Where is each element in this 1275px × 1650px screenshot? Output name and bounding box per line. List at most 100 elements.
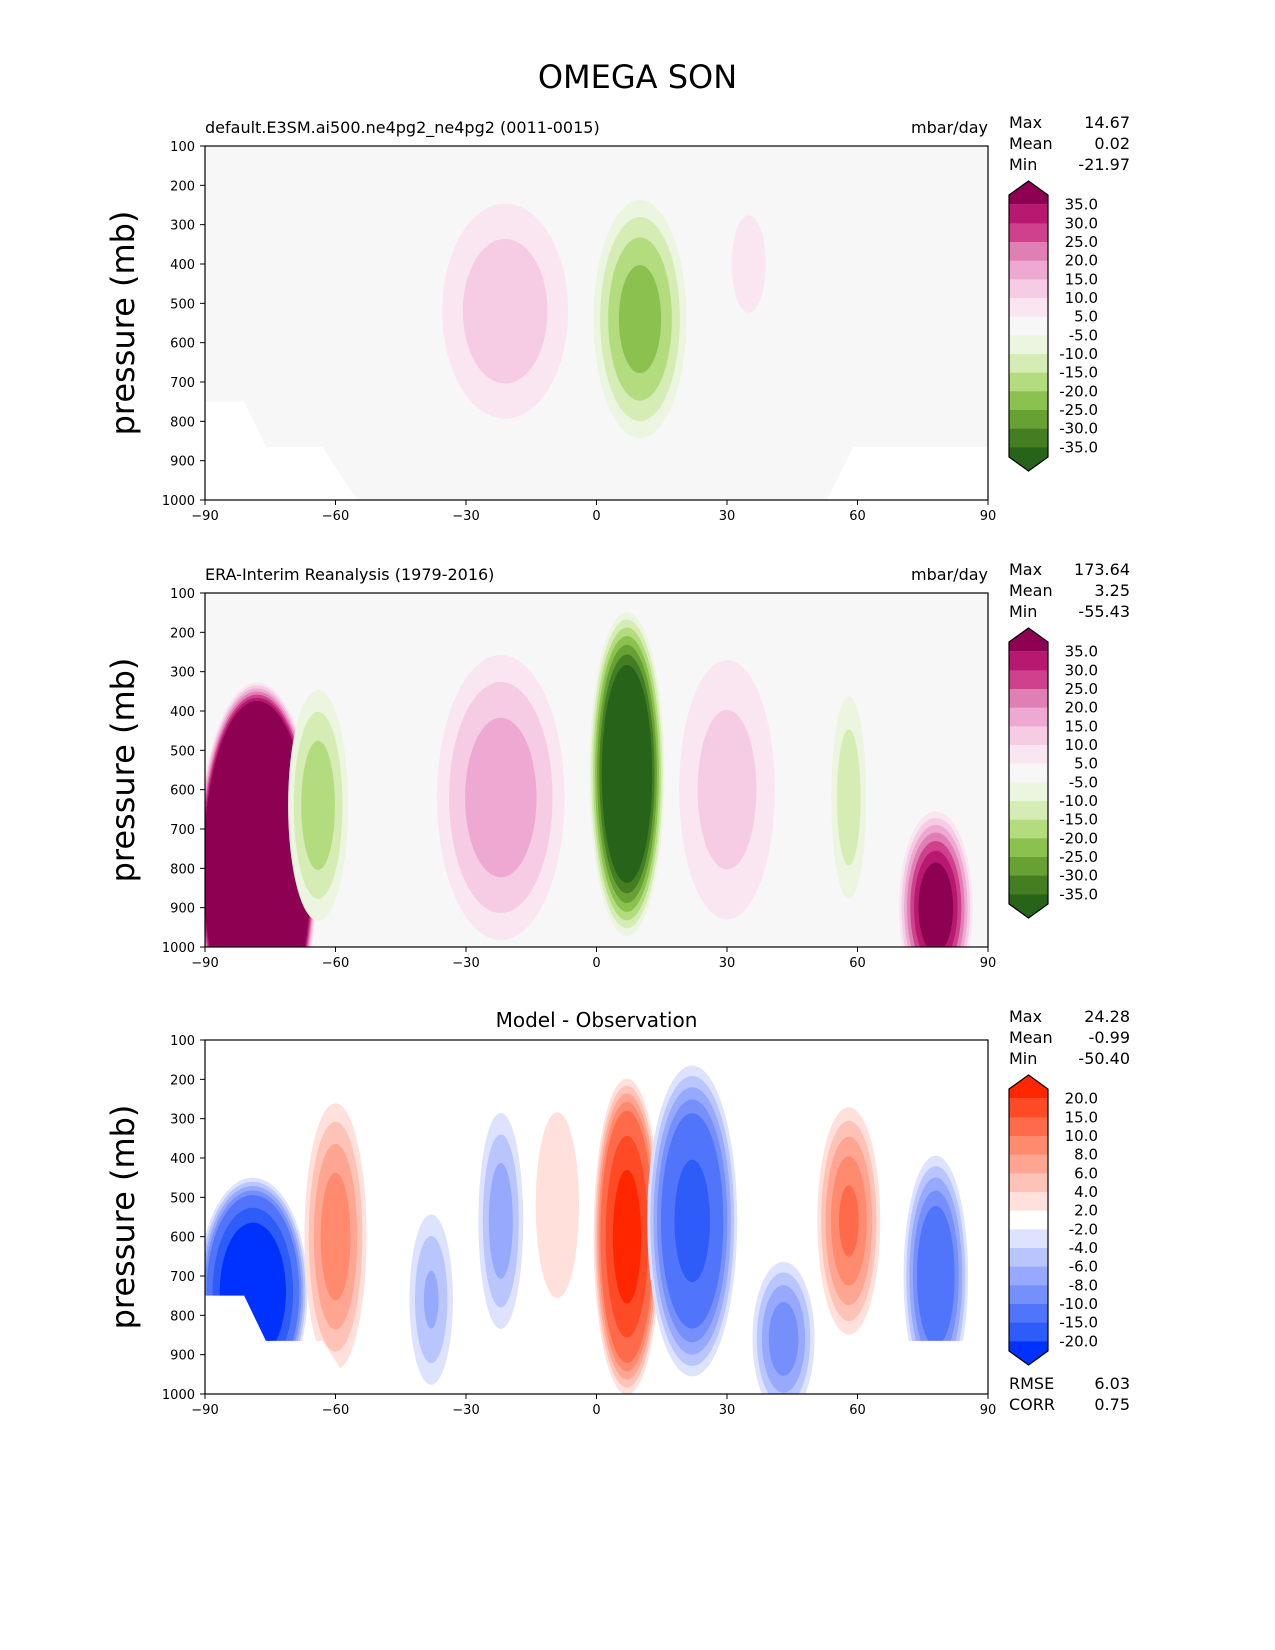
colorbar-bin	[1009, 1173, 1048, 1193]
contour-level	[697, 709, 757, 870]
contour-feature	[478, 1112, 524, 1329]
metric-value: 6.03	[1094, 1374, 1130, 1393]
colorbar-tick-label: 20.0	[1065, 1090, 1098, 1108]
colorbar-tick-label: 15.0	[1065, 717, 1098, 735]
contour-level	[423, 1270, 439, 1329]
stat-label: Mean	[1009, 134, 1053, 153]
colorbar-bin	[1009, 1304, 1048, 1324]
stat-value: -50.40	[1078, 1049, 1130, 1068]
y-tick-label: 200	[170, 179, 195, 194]
colorbar-tick-label: -6.0	[1069, 1258, 1098, 1276]
contour-feature	[731, 215, 766, 313]
colorbar-tick-label: -2.0	[1069, 1220, 1098, 1238]
colorbar-bin	[1009, 1098, 1048, 1118]
stat-value: 14.67	[1084, 113, 1130, 132]
y-tick-label: 300	[170, 219, 195, 234]
colorbar-tick-label: 15.0	[1065, 1108, 1098, 1126]
x-tick-label: 90	[980, 509, 997, 524]
x-tick-label: −30	[452, 956, 479, 971]
colorbar-bin	[1009, 763, 1048, 783]
contour-level	[462, 238, 548, 384]
y-tick-label: 100	[170, 587, 195, 602]
colorbar-bin	[1009, 1248, 1048, 1268]
y-tick-label: 1000	[162, 941, 195, 956]
colorbar-tick-label: -15.0	[1059, 811, 1098, 829]
colorbar-bin	[1009, 838, 1048, 858]
colorbar-tick-label: -30.0	[1059, 420, 1098, 438]
colorbar-tick-label: 25.0	[1065, 680, 1098, 698]
y-tick-label: 400	[170, 258, 195, 273]
x-tick-label: 30	[719, 509, 736, 524]
contour-feature	[831, 696, 867, 899]
colorbar-bin	[1009, 651, 1048, 671]
x-tick-label: 0	[592, 1403, 600, 1418]
contour-feature	[589, 612, 665, 936]
y-tick-label: 700	[170, 376, 195, 391]
colorbar-bin	[1009, 857, 1048, 877]
colorbar-tick-label: 10.0	[1065, 1127, 1098, 1145]
y-tick-label: 600	[170, 337, 195, 352]
contour-feature	[679, 659, 775, 920]
colorbar-tick-label: -35.0	[1059, 885, 1098, 903]
contour-feature	[898, 811, 973, 947]
stat-value: 173.64	[1074, 560, 1130, 579]
x-tick-label: −60	[322, 1403, 349, 1418]
x-tick-label: 0	[592, 509, 600, 524]
stat-value: 24.28	[1084, 1007, 1130, 1026]
contour-feature	[442, 203, 569, 419]
colorbar-bin	[1009, 670, 1048, 690]
colorbar-extend-max	[1009, 1075, 1048, 1099]
colorbar-bin	[1009, 707, 1048, 727]
stat-value: 0.02	[1094, 134, 1130, 153]
colorbar-bin	[1009, 819, 1048, 839]
colorbar-bin	[1009, 372, 1048, 392]
metric-label: RMSE	[1009, 1374, 1054, 1393]
y-tick-label: 1000	[162, 494, 195, 509]
stat-label: Mean	[1009, 581, 1053, 600]
stat-value: -21.97	[1078, 155, 1130, 174]
colorbar-tick-label: 10.0	[1065, 289, 1098, 307]
y-tick-label: 600	[170, 1231, 195, 1246]
colorbar-outline	[1008, 1074, 1049, 1366]
contour-feature	[535, 1112, 579, 1299]
y-tick-label: 700	[170, 823, 195, 838]
colorbar-tick-label: -20.0	[1059, 829, 1098, 847]
stat-label: Min	[1009, 1049, 1037, 1068]
colorbar-tick-label: -8.0	[1069, 1276, 1098, 1294]
colorbar-bin	[1009, 354, 1048, 374]
contour-feature	[593, 200, 687, 438]
x-tick-label: 30	[719, 1403, 736, 1418]
panel-3: −90 −60 −30 0 30 60 90 100 200 300 400 500 600 700 800…	[104, 1007, 1130, 1418]
metric-label: CORR	[1009, 1395, 1055, 1414]
colorbar-bin	[1009, 204, 1048, 224]
contour-feature	[205, 682, 318, 947]
missing-data-mask	[205, 1295, 358, 1394]
contour-level	[918, 862, 954, 947]
colorbar-bin	[1009, 801, 1048, 821]
stat-label: Max	[1009, 113, 1042, 132]
colorbar-tick-label: 30.0	[1065, 661, 1098, 679]
contour-feature	[817, 1107, 881, 1335]
plot-area	[205, 593, 988, 947]
y-axis-label: pressure (mb)	[104, 1105, 142, 1330]
contour-feature	[409, 1214, 453, 1385]
x-tick-label: −90	[191, 509, 218, 524]
colorbar-bin	[1009, 1266, 1048, 1286]
y-tick-label: 800	[170, 415, 195, 430]
colorbar-tick-label: -20.0	[1059, 1332, 1098, 1350]
contour-feature	[436, 654, 565, 941]
panel-2: −90 −60 −30 0 30 60 90 100 200 300 400 500 600 700 800…	[104, 560, 1130, 971]
colorbar-extend-max	[1009, 181, 1048, 205]
colorbar-bin	[1009, 689, 1048, 709]
metric-value: 0.75	[1094, 1395, 1130, 1414]
contour-level	[837, 729, 861, 866]
plot-area	[205, 1040, 988, 1394]
y-tick-label: 800	[170, 1309, 195, 1324]
contour-level	[674, 1159, 710, 1283]
x-tick-label: 60	[849, 956, 866, 971]
colorbar-bin	[1009, 726, 1048, 746]
stat-value: 3.25	[1094, 581, 1130, 600]
colorbar-tick-label: -15.0	[1059, 1314, 1098, 1332]
colorbar-extend-max	[1009, 628, 1048, 652]
x-tick-label: 30	[719, 956, 736, 971]
